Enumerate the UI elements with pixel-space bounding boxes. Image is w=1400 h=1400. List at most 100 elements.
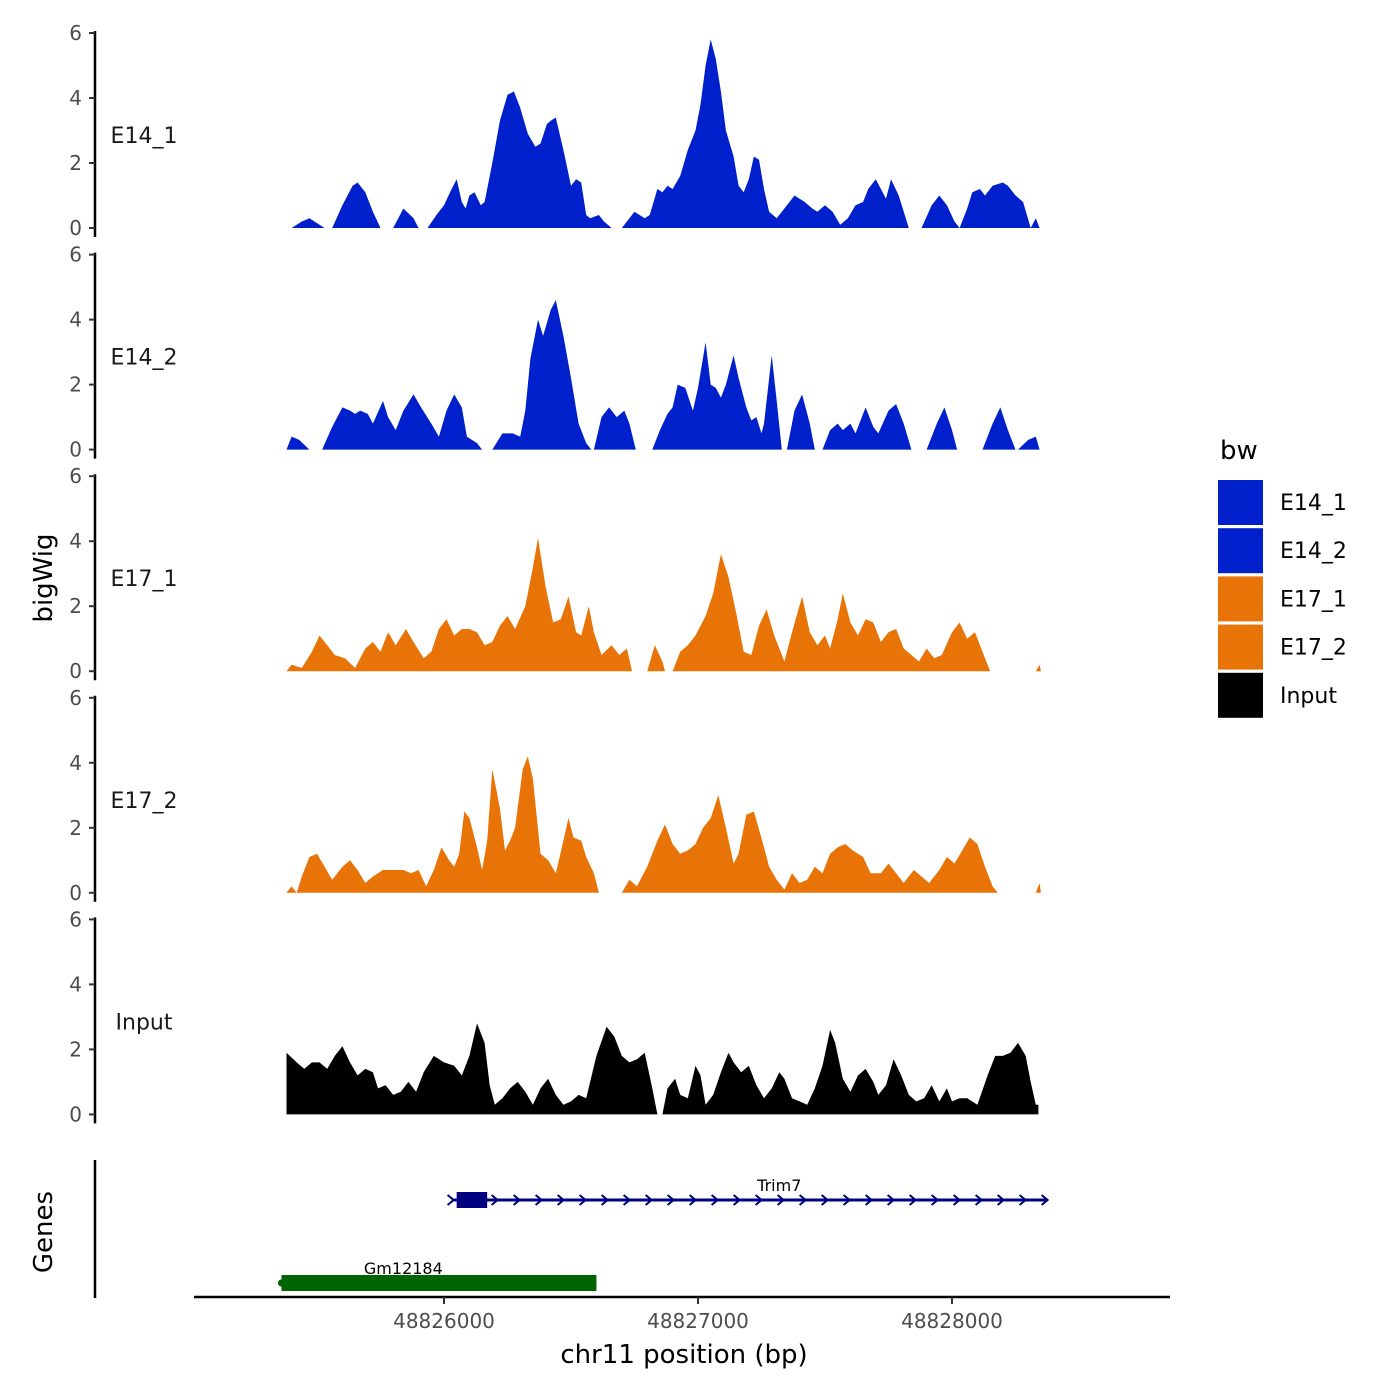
y-tick-label: 0 <box>69 216 82 240</box>
strand-arrow <box>1018 1194 1028 1206</box>
coverage-area <box>1018 436 1040 450</box>
legend-label: E14_1 <box>1280 491 1347 516</box>
y-tick-label: 2 <box>69 151 82 175</box>
legend-swatch <box>1218 528 1263 574</box>
strand-arrow <box>974 1194 984 1206</box>
genes-panel: 48826000 48827000 48828000 Trim7 Gm12184 <box>93 1160 1170 1333</box>
legend: bw E14_1 E14_2 E17_1 E17_2 Input <box>1218 436 1347 718</box>
gene-Gm12184: Gm12184 <box>277 1259 597 1291</box>
coverage-area <box>672 554 991 672</box>
strand-arrow <box>490 1194 500 1206</box>
gene-label: Trim7 <box>756 1176 801 1195</box>
coverage-area <box>291 218 325 228</box>
y-tick-label: 0 <box>69 1102 82 1126</box>
strand-arrow <box>534 1194 544 1206</box>
y-tick-label: 4 <box>69 86 82 110</box>
strand-arrow <box>512 1194 522 1206</box>
y-tick-label: 2 <box>69 373 82 397</box>
coverage-area <box>1035 664 1041 672</box>
y-tick-label: 2 <box>69 1037 82 1061</box>
coverage-area <box>621 39 909 228</box>
coverage-area <box>921 182 1040 228</box>
strand-arrow <box>952 1194 962 1206</box>
track-label: E14_1 <box>111 124 178 149</box>
track-E17_2: 0 2 4 6 E17_2 <box>69 686 1041 905</box>
strand-arrow <box>556 1194 566 1206</box>
strand-arrow <box>908 1194 918 1206</box>
track-E14_1: 0 2 4 6 E14_1 <box>69 21 1040 240</box>
y-tick-label: 2 <box>69 816 82 840</box>
y-tick-label: 4 <box>69 308 82 332</box>
coverage-area <box>982 407 1016 450</box>
coverage-area <box>593 407 636 450</box>
strand-arrow <box>666 1194 676 1206</box>
genes-axis-title: Genes <box>29 1191 59 1273</box>
track-label: E17_1 <box>111 567 178 592</box>
legend-swatch <box>1218 672 1263 718</box>
y-tick-label: 6 <box>69 21 82 45</box>
y-tick-label: 2 <box>69 594 82 618</box>
legend-title: bw <box>1220 436 1258 466</box>
y-tick-label: 6 <box>69 686 82 710</box>
coverage-area <box>322 394 483 450</box>
x-tick-label: 48827000 <box>647 1309 749 1333</box>
gene-label: Gm12184 <box>364 1259 443 1278</box>
strand-arrow <box>468 1194 478 1206</box>
x-tick-label: 48826000 <box>393 1309 495 1333</box>
y-tick-label: 0 <box>69 438 82 462</box>
gene-exon <box>456 1192 488 1208</box>
strand-arrow <box>732 1194 742 1206</box>
strand-arrow <box>622 1194 632 1206</box>
legend-label: E17_2 <box>1280 636 1347 661</box>
track-Input: 0 2 4 6 Input <box>69 907 1039 1126</box>
coverage-tracks: 0 2 4 6 E14_1 0 2 4 6 E14_2 0 2 4 6 E17_1 0 2 4 6 E17_2 0 2 4 6… <box>69 21 1041 1126</box>
x-tick-label: 48828000 <box>901 1309 1003 1333</box>
legend-label: E14_2 <box>1280 539 1347 564</box>
coverage-area <box>926 407 958 450</box>
gene-exon <box>281 1275 597 1291</box>
coverage-area <box>393 208 419 228</box>
strand-arrow <box>754 1194 764 1206</box>
y-tick-label: 0 <box>69 659 82 683</box>
strand-arrow <box>820 1194 830 1206</box>
y-tick-label: 6 <box>69 464 82 488</box>
strand-arrow <box>446 1194 456 1206</box>
coverage-area <box>492 300 592 450</box>
y-axis-title: bigWig <box>29 533 59 622</box>
coverage-area <box>662 1029 1039 1115</box>
gene-start-dot <box>277 1279 285 1287</box>
y-tick-label: 4 <box>69 751 82 775</box>
coverage-area <box>786 394 815 450</box>
track-E14_2: 0 2 4 6 E14_2 <box>69 243 1040 462</box>
strand-arrow <box>688 1194 698 1206</box>
coverage-area <box>822 404 912 450</box>
legend-label: Input <box>1280 684 1337 709</box>
coverage-area <box>286 756 599 893</box>
coverage-area <box>286 1023 658 1115</box>
coverage-area <box>286 436 310 450</box>
strand-arrow <box>710 1194 720 1206</box>
strand-arrow <box>864 1194 874 1206</box>
coverage-area <box>427 91 612 228</box>
strand-arrow <box>996 1194 1006 1206</box>
y-tick-label: 4 <box>69 529 82 553</box>
track-label: E14_2 <box>111 346 178 371</box>
strand-arrow <box>798 1194 808 1206</box>
y-tick-label: 6 <box>69 243 82 267</box>
track-E17_1: 0 2 4 6 E17_1 <box>69 464 1041 683</box>
strand-arrow <box>842 1194 852 1206</box>
coverage-area <box>652 342 782 450</box>
track-label: Input <box>116 1010 173 1035</box>
coverage-area <box>647 645 665 672</box>
strand-arrow <box>644 1194 654 1206</box>
legend-swatch <box>1218 480 1263 525</box>
y-tick-label: 0 <box>69 881 82 905</box>
y-tick-label: 6 <box>69 907 82 931</box>
strand-arrow <box>886 1194 896 1206</box>
coverage-area <box>332 182 381 228</box>
coverage-area <box>621 795 998 893</box>
strand-arrow <box>578 1194 588 1206</box>
strand-arrow <box>600 1194 610 1206</box>
